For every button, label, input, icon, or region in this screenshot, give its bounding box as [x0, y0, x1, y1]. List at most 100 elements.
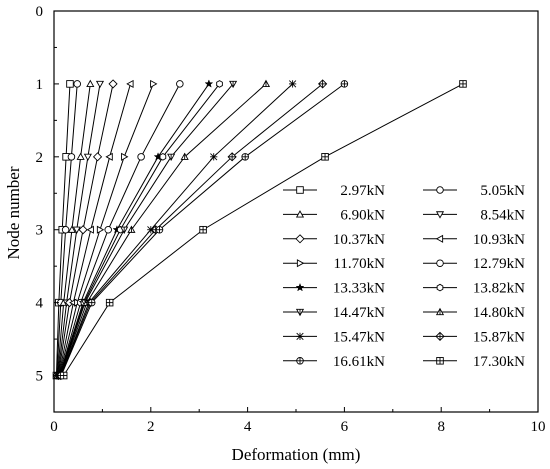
data-point [72, 226, 81, 234]
plot-frame [53, 10, 539, 413]
legend-label: 16.61kN [333, 354, 385, 370]
legend-marker [436, 357, 444, 365]
data-point [180, 152, 189, 160]
legend-entry: 17.30kN [423, 354, 525, 370]
y-tick-label: 3 [36, 223, 44, 239]
y-tick-label: 1 [36, 77, 44, 93]
data-point [167, 153, 176, 162]
legend-marker [435, 234, 444, 243]
legend-label: 14.47kN [333, 305, 385, 321]
legend-entry: 13.33kN [283, 281, 385, 297]
legend-entry: 14.80kN [423, 305, 525, 321]
data-point [126, 79, 134, 88]
data-point [216, 80, 223, 88]
data-point [199, 225, 207, 234]
data-point [241, 153, 249, 161]
legend-entry: 6.90kN [283, 207, 385, 223]
data-point [92, 152, 103, 162]
data-point [137, 153, 145, 161]
legend-entry: 2.97kN [283, 183, 385, 199]
y-tick-label: 2 [36, 150, 44, 166]
legend-entry: 5.05kN [423, 183, 525, 199]
x-tick-label: 2 [147, 419, 155, 435]
data-point [67, 153, 76, 161]
data-point [73, 80, 81, 88]
data-point [88, 298, 96, 307]
y-tick-label: 5 [36, 369, 44, 385]
data-point [176, 80, 184, 88]
legend-marker [296, 259, 305, 268]
data-point [86, 79, 95, 87]
data-point [95, 80, 105, 89]
legend-marker [295, 210, 305, 218]
legend-label: 15.87kN [473, 329, 525, 345]
data-point [108, 79, 118, 89]
data-point [155, 225, 164, 234]
x-tick-label: 10 [531, 419, 546, 435]
data-point [66, 80, 74, 88]
legend-label: 12.79kN [473, 256, 525, 272]
y-axis-title: Node number [4, 166, 23, 259]
legend-label: 10.93kN [473, 232, 525, 248]
legend-marker [296, 332, 304, 341]
series-17-30kn [59, 80, 467, 380]
data-point [288, 80, 297, 88]
data-point [67, 225, 76, 233]
legend: 2.97kN 5.05kN 6.90kN 8.54kN 10.37kN 10.93kN 11… [283, 183, 525, 370]
legend-marker [435, 331, 445, 341]
data-point [127, 225, 136, 233]
legend-marker [436, 283, 444, 292]
legend-label: 5.05kN [480, 183, 525, 199]
data-point [210, 153, 218, 161]
legend-marker [436, 186, 444, 194]
data-point [121, 152, 129, 161]
legend-entry: 15.47kN [283, 329, 385, 345]
y-tick-label: 0 [36, 4, 44, 20]
data-point [204, 79, 214, 88]
axes-layer: 0 2 4 6 8 10 0 1 2 3 4 5 [36, 4, 546, 435]
data-point [76, 152, 85, 160]
legend-entry: 15.87kN [423, 329, 525, 345]
x-tick-label: 4 [244, 419, 252, 435]
legend-entry: 14.47kN [283, 305, 385, 321]
series-13-82kn [56, 80, 223, 380]
data-point [229, 80, 238, 89]
data-point [59, 371, 68, 380]
data-point [83, 153, 92, 162]
data-point [105, 298, 114, 307]
legend-marker [295, 308, 305, 317]
legend-marker [435, 211, 445, 219]
legend-marker [435, 307, 445, 316]
series-layer [52, 79, 467, 381]
legend-label: 13.33kN [333, 281, 385, 297]
legend-label: 15.47kN [333, 329, 385, 345]
legend-entry: 16.61kN [283, 354, 385, 370]
data-point [318, 79, 328, 89]
legend-label: 11.70kN [333, 256, 385, 272]
data-point [150, 79, 158, 88]
legend-label: 14.80kN [473, 305, 525, 321]
legend-entry: 12.79kN [423, 256, 525, 272]
x-tick-label: 8 [437, 419, 445, 435]
data-point [120, 226, 129, 234]
x-tick-label: 6 [341, 419, 349, 435]
series-line [60, 83, 293, 376]
legend-entry: 13.82kN [423, 281, 525, 297]
x-axis-title: Deformation (mm) [232, 445, 361, 464]
data-point [340, 80, 349, 88]
legend-entry: 8.54kN [423, 207, 525, 223]
legend-marker [296, 186, 304, 194]
data-point [61, 225, 70, 234]
plot-area [53, 10, 539, 413]
data-point [459, 80, 467, 88]
legend-label: 17.30kN [473, 354, 525, 370]
legend-marker [436, 259, 444, 267]
data-point [159, 152, 167, 161]
legend-marker [296, 357, 304, 365]
legend-marker [295, 234, 305, 244]
data-point [86, 225, 94, 234]
legend-entry: 11.70kN [283, 256, 385, 272]
data-point [261, 79, 271, 87]
data-point [227, 152, 237, 162]
